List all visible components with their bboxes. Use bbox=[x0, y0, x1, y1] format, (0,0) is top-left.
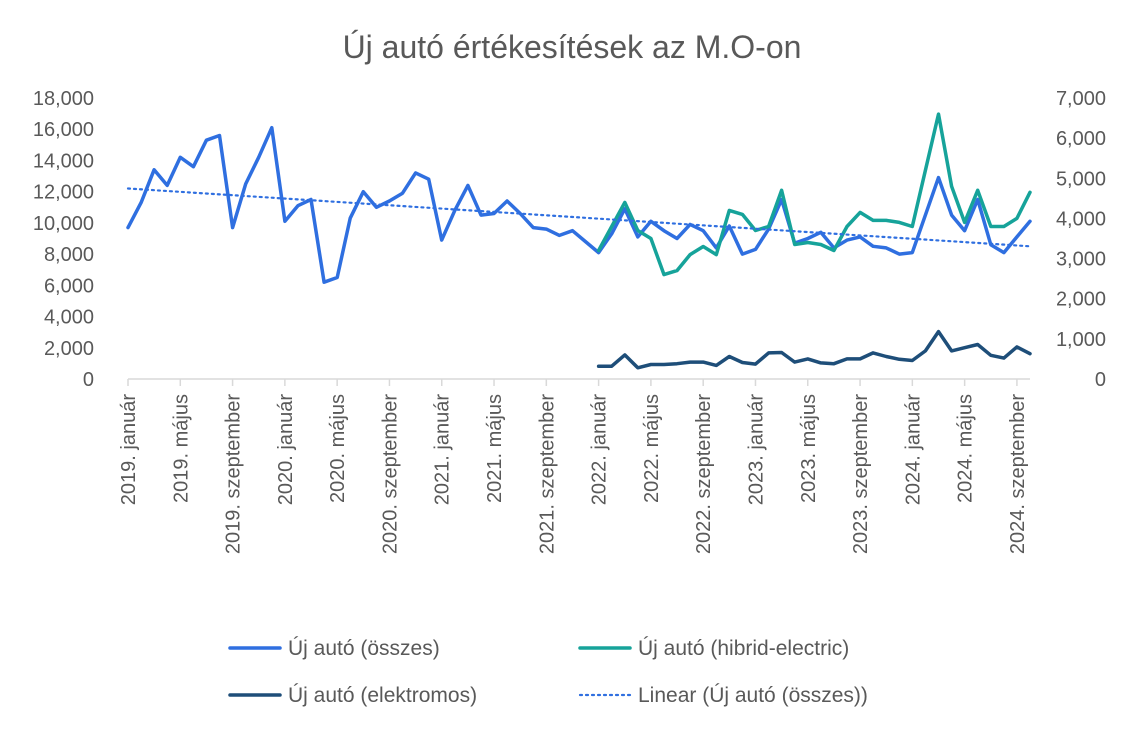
y-right-tick-label: 6,000 bbox=[1056, 128, 1106, 150]
x-tick-label: 2023. január bbox=[745, 394, 767, 506]
y-left-tick-label: 16,000 bbox=[33, 119, 94, 141]
x-tick-label: 2021. május bbox=[484, 394, 506, 503]
x-tick-label: 2021. szeptember bbox=[536, 394, 558, 554]
legend-label: Új autó (elektromos) bbox=[288, 684, 477, 707]
x-tick-label: 2019. szeptember bbox=[223, 394, 245, 554]
series-line-1 bbox=[126, 125, 1032, 284]
legend-label: Új autó (összes) bbox=[288, 637, 440, 660]
y-left-tick-label: 4,000 bbox=[44, 307, 94, 329]
x-tick-label: 2024. január bbox=[902, 394, 924, 506]
y-right-tick-label: 5,000 bbox=[1056, 168, 1106, 190]
x-tick-label: 2023. szeptember bbox=[850, 394, 872, 554]
y-left-tick-label: 2,000 bbox=[44, 338, 94, 360]
x-tick-label: 2020. május bbox=[327, 394, 349, 503]
left-y-axis: 0 2,000 4,000 6,000 8,000 10,000 12,000 14,000 1… bbox=[33, 88, 94, 391]
x-tick-label: 2019. május bbox=[170, 394, 192, 503]
x-tick-label: 2022. szeptember bbox=[693, 394, 715, 554]
x-tick-label: 2024. szeptember bbox=[1007, 394, 1029, 554]
legend: Új autó (összes) Új autó (hibrid-electric… bbox=[228, 637, 868, 707]
y-left-tick-label: 18,000 bbox=[33, 88, 94, 110]
x-tick-label: 2023. május bbox=[798, 394, 820, 503]
right-y-axis: 0 1,000 2,000 3,000 4,000 5,000 6,000 7,000 bbox=[1056, 88, 1106, 391]
x-tick-label: 2024. május bbox=[955, 394, 977, 503]
y-right-tick-label: 4,000 bbox=[1056, 208, 1106, 230]
x-tick-label: 2021. január bbox=[432, 394, 454, 506]
plot-area bbox=[126, 112, 1032, 370]
y-left-tick-label: 0 bbox=[83, 369, 94, 391]
legend-label: Új autó (hibrid-electric) bbox=[638, 637, 849, 660]
y-left-tick-label: 6,000 bbox=[44, 275, 94, 297]
series-line-3 bbox=[596, 329, 1032, 370]
x-tick-label: 2020. január bbox=[275, 394, 297, 506]
x-axis: 2019. január 2019. május 2019. szeptember 2… bbox=[118, 378, 1030, 554]
x-tick-label: 2020. szeptember bbox=[379, 394, 401, 554]
y-right-tick-label: 1,000 bbox=[1056, 329, 1106, 351]
chart-title: Új autó értékesítések az M.O-on bbox=[343, 29, 802, 65]
y-right-tick-label: 0 bbox=[1095, 369, 1106, 391]
y-left-tick-label: 10,000 bbox=[33, 213, 94, 235]
series-line-4 bbox=[126, 187, 1032, 248]
y-right-tick-label: 7,000 bbox=[1056, 88, 1106, 110]
y-right-tick-label: 2,000 bbox=[1056, 289, 1106, 311]
y-left-tick-label: 14,000 bbox=[33, 150, 94, 172]
x-tick-label: 2022. május bbox=[641, 394, 663, 503]
y-left-tick-label: 8,000 bbox=[44, 244, 94, 266]
x-tick-label: 2019. január bbox=[118, 394, 140, 506]
y-right-tick-label: 3,000 bbox=[1056, 249, 1106, 271]
legend-label: Linear (Új autó (összes)) bbox=[638, 684, 868, 707]
y-left-tick-label: 12,000 bbox=[33, 182, 94, 204]
series-line-2 bbox=[596, 112, 1032, 277]
x-tick-label: 2022. január bbox=[589, 394, 611, 506]
